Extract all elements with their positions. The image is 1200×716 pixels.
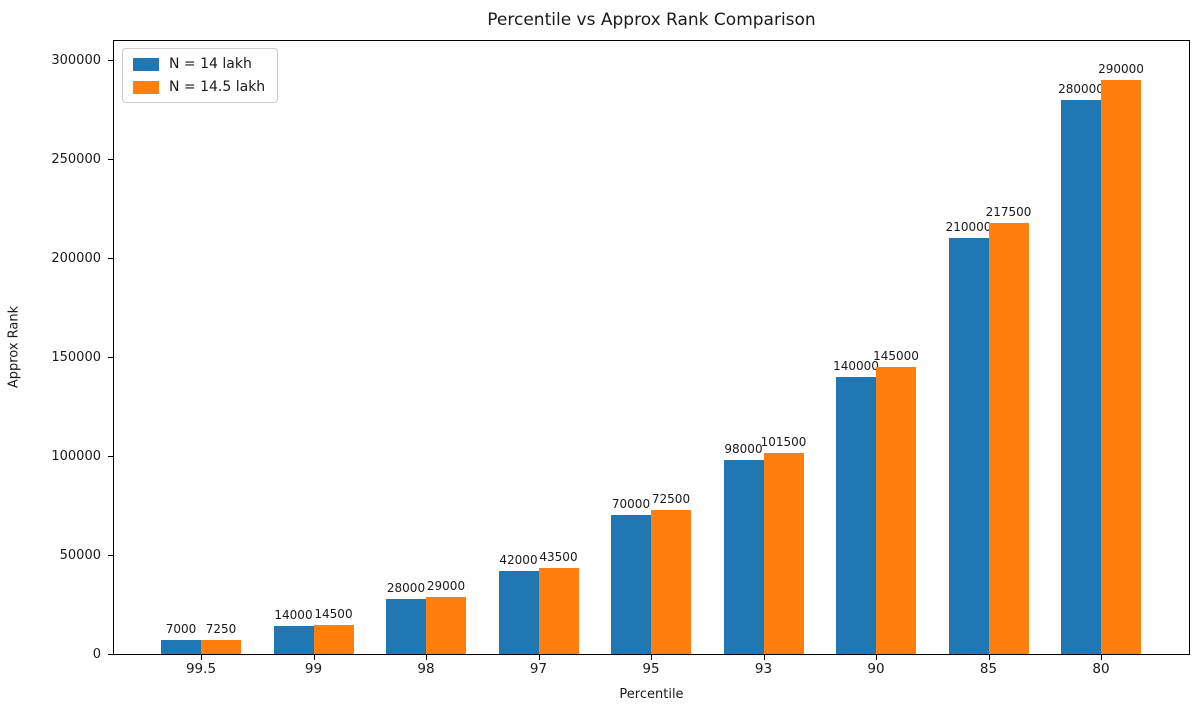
bar-series2-pct93: [763, 453, 804, 654]
x-tick-mark: [876, 655, 877, 660]
bar-series1-pct90: [836, 377, 876, 654]
bar-value-label: 7250: [205, 622, 237, 636]
bar-series1-pct85: [948, 238, 989, 654]
bar-value-label: 14500: [314, 607, 353, 621]
y-tick-mark: [108, 357, 113, 358]
y-tick-mark: [108, 456, 113, 457]
x-tick-label: 98: [417, 661, 435, 677]
y-tick-mark: [108, 60, 113, 61]
y-tick-mark: [108, 555, 113, 556]
legend: N = 14 lakh N = 14.5 lakh: [122, 48, 279, 103]
x-tick-mark: [538, 655, 540, 660]
bar-series1-pct95: [611, 515, 651, 654]
y-tick-mark: [108, 258, 113, 259]
bar-value-label: 28000: [386, 581, 426, 595]
bar-value-label: 217500: [985, 205, 1032, 219]
bar-series1-pct99: [273, 626, 314, 654]
bar-value-label: 29000: [426, 579, 466, 593]
bar-value-label: 7000: [165, 622, 197, 636]
x-tick-label: 80: [1092, 661, 1110, 677]
bar-series1-pct80: [1061, 100, 1101, 654]
y-axis-label: Approx Rank: [6, 305, 22, 389]
x-tick-label: 97: [529, 661, 548, 677]
bar-series1-pct98: [386, 599, 426, 654]
bar-value-label: 14000: [274, 608, 313, 622]
plot-area: 7000 7250 14000 14500 28000 29000 42000 43500 70…: [113, 40, 1190, 655]
legend-entry-series-1: N = 14 lakh: [133, 56, 265, 72]
bar-value-label: 290000: [1098, 62, 1144, 76]
y-tick-mark: [108, 654, 113, 655]
x-tick-mark: [988, 655, 990, 660]
bar-value-label: 42000: [499, 553, 538, 567]
legend-entry-series-2: N = 14.5 lakh: [133, 79, 265, 95]
bar-series1-pct97: [498, 571, 539, 654]
x-tick-mark: [651, 655, 652, 660]
bar-series1-pct99.5: [161, 640, 201, 654]
bar-value-label: 140000: [833, 359, 879, 373]
bar-series2-pct85: [988, 223, 1029, 654]
bar-series2-pct99: [313, 625, 354, 654]
x-tick-mark: [201, 655, 202, 660]
x-tick-label: 93: [754, 661, 773, 677]
x-tick-label: 99.5: [185, 661, 217, 677]
bar-value-label: 101500: [760, 435, 807, 449]
y-tick-label: 0: [92, 647, 101, 662]
legend-label-series-1: N = 14 lakh: [169, 56, 252, 72]
bar-series2-pct99.5: [201, 640, 241, 654]
bar-series1-pct93: [723, 460, 764, 654]
legend-label-series-2: N = 14.5 lakh: [169, 79, 266, 95]
legend-swatch-blue: [133, 57, 159, 71]
bar-series2-pct95: [651, 510, 691, 654]
legend-swatch-orange: [133, 80, 159, 94]
y-tick-label: 150000: [51, 350, 101, 365]
y-tick-label: 100000: [51, 449, 101, 464]
bar-series2-pct98: [426, 597, 466, 654]
x-tick-label: 90: [867, 661, 885, 677]
bar-value-label: 70000: [611, 497, 651, 511]
bar-series2-pct90: [876, 367, 916, 654]
y-tick-label: 50000: [59, 548, 101, 563]
y-tick-label: 200000: [51, 251, 101, 266]
chart-title: Percentile vs Approx Rank Comparison: [487, 10, 816, 30]
bar-series2-pct80: [1101, 80, 1141, 654]
y-tick-mark: [108, 159, 113, 160]
bar-series2-pct97: [538, 568, 579, 654]
x-tick-label: 99: [304, 661, 323, 677]
bar-value-label: 280000: [1058, 82, 1104, 96]
x-tick-label: 95: [642, 661, 660, 677]
bar-value-label: 98000: [724, 442, 763, 456]
x-tick-mark: [1101, 655, 1102, 660]
y-tick-label: 300000: [51, 53, 101, 68]
x-tick-mark: [313, 655, 315, 660]
bar-value-label: 145000: [873, 349, 919, 363]
x-tick-label: 85: [979, 661, 998, 677]
bar-value-label: 43500: [539, 550, 578, 564]
y-tick-label: 250000: [51, 152, 101, 167]
x-tick-mark: [763, 655, 765, 660]
x-tick-mark: [426, 655, 427, 660]
bar-value-label: 72500: [651, 492, 691, 506]
bar-value-label: 210000: [945, 220, 992, 234]
x-axis-label: Percentile: [619, 687, 684, 702]
